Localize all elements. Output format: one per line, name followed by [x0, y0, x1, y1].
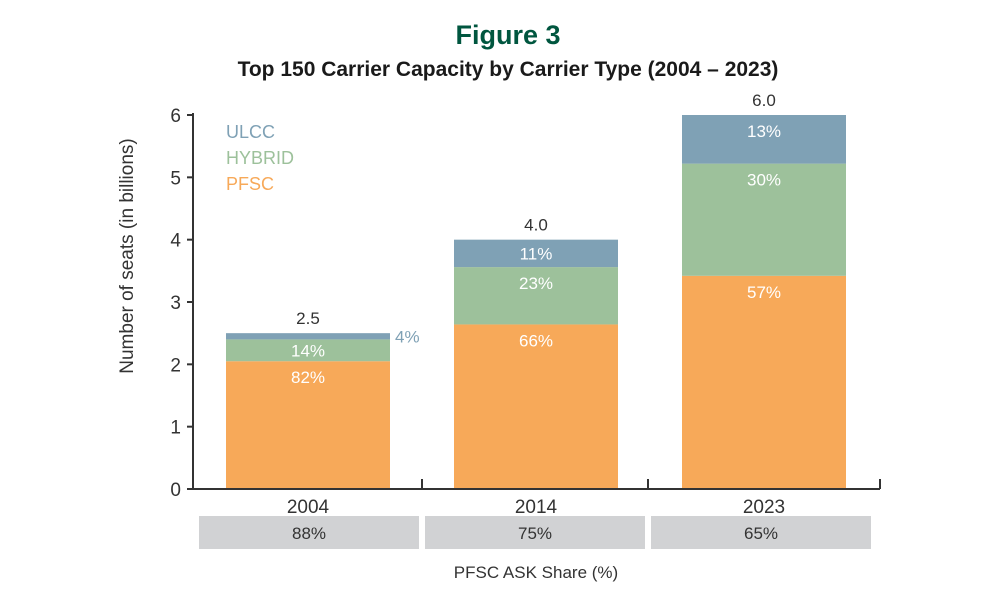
- bar-hybrid-2004: [226, 339, 390, 362]
- pct-label-pfsc-2023: 57%: [747, 283, 781, 302]
- y-tick-label-4: 4: [170, 231, 181, 252]
- x-tick-label-2023: 2023: [743, 497, 785, 518]
- bar-ulcc-2014: [454, 239, 618, 268]
- y-tick-label-0: 0: [170, 480, 181, 501]
- plot-area: 82% 14% 4% 2.5 66% 23% 11% 4.0 57% 30% 13% 6.0 0 1 2 3 4…: [170, 91, 881, 549]
- figure-label: Figure 3: [455, 20, 560, 50]
- bar-pfsc-2014: [454, 324, 618, 489]
- legend-pfsc: PFSC: [226, 174, 274, 194]
- pct-label-ulcc-2004: 4%: [395, 327, 420, 346]
- x-tick-label-2004: 2004: [287, 497, 330, 518]
- bar-ulcc-2023: [682, 115, 846, 164]
- pct-label-hybrid-2023: 30%: [747, 171, 781, 190]
- share-value-2004: 88%: [292, 524, 326, 543]
- share-box-2004: [199, 516, 419, 549]
- x-tick-label-2014: 2014: [515, 497, 558, 518]
- share-box-2014: [425, 516, 645, 549]
- pct-label-pfsc-2014: 66%: [519, 331, 553, 350]
- share-box-2023: [651, 516, 871, 549]
- bar-hybrid-2014: [454, 267, 618, 325]
- y-tick-label-5: 5: [170, 168, 181, 189]
- share-value-2023: 65%: [744, 524, 778, 543]
- y-tick-label-2: 2: [170, 355, 181, 376]
- bar-pfsc-2023: [682, 275, 846, 489]
- pct-label-hybrid-2004: 14%: [291, 341, 325, 360]
- share-row-label: PFSC ASK Share (%): [454, 563, 618, 582]
- total-label-2014: 4.0: [524, 216, 548, 235]
- pct-label-ulcc-2014: 11%: [520, 244, 553, 263]
- legend-hybrid: HYBRID: [226, 148, 294, 168]
- y-tick-label-1: 1: [170, 418, 181, 439]
- y-tick-label-6: 6: [170, 106, 181, 127]
- bar-pfsc-2004: [226, 361, 390, 489]
- legend-ulcc: ULCC: [226, 122, 275, 142]
- bar-ulcc-2004: [226, 333, 390, 340]
- y-tick-label-3: 3: [170, 293, 181, 314]
- total-label-2004: 2.5: [296, 309, 320, 328]
- pct-label-pfsc-2004: 82%: [291, 368, 325, 387]
- chart-title: Top 150 Carrier Capacity by Carrier Type…: [238, 58, 779, 81]
- y-axis-label: Number of seats (in billions): [117, 138, 138, 373]
- bar-hybrid-2023: [682, 163, 846, 276]
- pct-label-ulcc-2023: 13%: [747, 122, 781, 141]
- pct-label-hybrid-2014: 23%: [519, 274, 553, 293]
- total-label-2023: 6.0: [752, 91, 776, 110]
- share-value-2014: 75%: [518, 524, 552, 543]
